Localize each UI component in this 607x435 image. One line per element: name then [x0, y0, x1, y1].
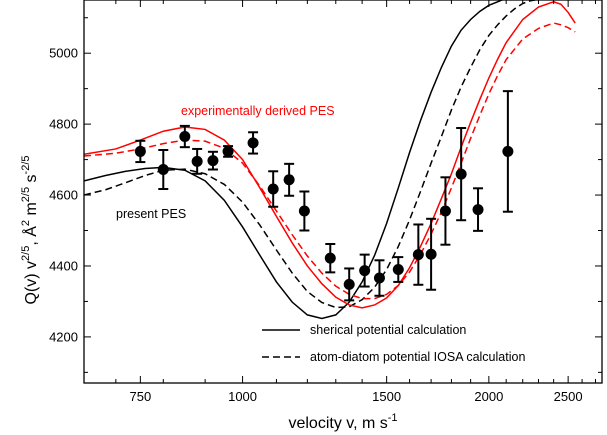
y-tick-label: 4400 — [49, 258, 78, 273]
data-point — [373, 259, 385, 297]
data-point — [425, 217, 437, 291]
data-marker — [267, 183, 279, 195]
data-marker — [412, 249, 424, 261]
data-marker — [134, 145, 146, 157]
data-point — [247, 131, 259, 155]
data-point — [455, 127, 467, 222]
data-marker — [298, 205, 310, 217]
y-tick-label: 5000 — [49, 46, 78, 61]
data-marker — [472, 204, 484, 216]
y-tick-label: 4800 — [49, 117, 78, 132]
data-point — [439, 176, 451, 246]
data-point — [222, 145, 234, 158]
data-marker — [191, 155, 203, 167]
x-tick-label: 1500 — [372, 389, 401, 404]
data-point — [502, 90, 514, 213]
data-marker — [222, 145, 234, 157]
x-tick-label: 2500 — [554, 389, 583, 404]
data-point — [179, 124, 191, 149]
data-marker — [502, 145, 514, 157]
data-point — [157, 149, 169, 191]
data-marker — [373, 272, 385, 284]
data-point — [298, 190, 310, 232]
data-marker — [455, 168, 467, 180]
data-point — [134, 139, 146, 164]
data-marker — [392, 264, 404, 276]
series-line-atom-diatom-potential-iosa-calculation — [84, 0, 539, 309]
x-axis-title: velocity v, m s-1 — [288, 412, 397, 432]
data-point — [472, 187, 484, 232]
data-marker — [439, 205, 451, 217]
annotation-experimental-pes: experimentally derived PES — [181, 104, 335, 118]
legend: sherical potential calculation atom-diat… — [262, 323, 525, 364]
x-tick-label: 2000 — [474, 389, 503, 404]
data-point — [392, 256, 404, 283]
data-point — [283, 162, 295, 197]
y-tick-label: 4200 — [49, 329, 78, 344]
legend-label-dashed: atom-diatom potential IOSA calculation — [310, 350, 525, 364]
data-marker — [283, 174, 295, 186]
data-marker — [157, 164, 169, 176]
x-tick-label: 750 — [130, 389, 152, 404]
series-line-sherical-potential-calculation — [84, 0, 504, 320]
data-marker — [359, 265, 371, 277]
annotation-present-pes: present PES — [116, 207, 186, 221]
data-point — [191, 147, 203, 175]
data-point — [324, 242, 336, 274]
data-marker — [207, 155, 219, 167]
series-line-experimentally-derived-pes-solid — [84, 0, 576, 309]
x-tick-label: 1000 — [228, 389, 257, 404]
y-tick-label: 4600 — [49, 188, 78, 203]
data-marker — [324, 252, 336, 264]
data-point — [267, 170, 279, 208]
data-point — [359, 253, 371, 288]
y-axis-title: Q(v) v2/5, Å2 m2/5 s-2/5 — [20, 155, 40, 304]
data-point — [412, 223, 424, 286]
data-marker — [247, 137, 259, 149]
data-marker — [425, 248, 437, 260]
legend-label-solid: sherical potential calculation — [310, 323, 466, 337]
plot-frame — [83, 0, 603, 384]
data-point — [207, 150, 219, 171]
data-marker — [343, 278, 355, 290]
data-marker — [179, 131, 191, 143]
data-point — [343, 267, 355, 302]
